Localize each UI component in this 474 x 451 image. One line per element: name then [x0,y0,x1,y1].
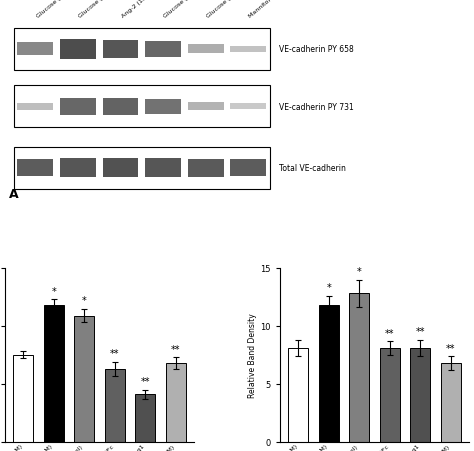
Bar [145,159,181,177]
Bar [380,348,400,442]
Bar [13,355,33,442]
Bar [14,147,270,189]
Bar [349,294,369,442]
Text: **: ** [171,344,181,354]
Text: Total VE-cadherin: Total VE-cadherin [279,164,346,173]
Bar [105,369,125,442]
Bar [145,41,181,58]
Text: **: ** [416,327,425,336]
Text: *: * [326,283,331,293]
Text: Glucose (5.5mM): Glucose (5.5mM) [36,0,79,19]
Text: **: ** [385,328,394,338]
Text: Glucose (30.5mM)+TekDFc: Glucose (30.5mM)+TekDFc [163,0,231,19]
Bar [18,104,53,110]
Bar [145,100,181,115]
Text: A: A [9,188,19,201]
Bar [188,159,224,177]
Bar [18,43,53,56]
Bar [60,159,96,177]
Bar [441,363,461,442]
Bar [14,86,270,128]
Bar [230,46,266,53]
Text: *: * [357,267,362,276]
Bar [74,316,94,442]
Text: Glucose (30.5mM): Glucose (30.5mM) [78,0,125,19]
Text: **: ** [446,343,456,353]
Bar [60,40,96,60]
Text: VE-cadherin PY 658: VE-cadherin PY 658 [279,46,354,54]
Text: **: ** [141,377,150,387]
Bar [288,348,308,442]
Bar [60,99,96,115]
Bar [102,159,138,178]
Text: VE-cadherin PY 731: VE-cadherin PY 731 [279,103,354,111]
Bar [18,159,53,177]
Bar [230,104,266,110]
Bar [102,41,138,59]
Bar [188,46,224,54]
Y-axis label: Relative Band Density: Relative Band Density [248,313,257,397]
Bar [136,395,155,442]
Text: Mannitol (25mM): Mannitol (25mM) [248,0,292,19]
Bar [410,348,430,442]
Text: *: * [51,286,56,296]
Text: Ang-2 (100ng/ml): Ang-2 (100ng/ml) [120,0,166,19]
Text: Glucose (30.5mM)+Ang1: Glucose (30.5mM)+Ang1 [206,0,269,19]
Bar [230,159,266,177]
Text: **: ** [110,349,119,359]
Bar [319,305,338,442]
Bar [166,363,186,442]
Bar [188,103,224,111]
Bar [102,99,138,115]
Bar [44,305,64,442]
Bar [14,29,270,71]
Text: *: * [82,295,87,305]
